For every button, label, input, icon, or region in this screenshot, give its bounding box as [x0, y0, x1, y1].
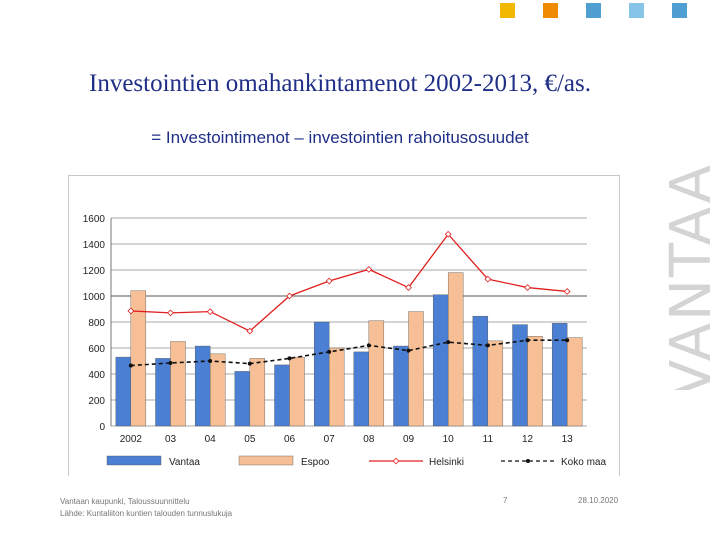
page-number: 7 — [503, 496, 508, 505]
y-tick-label: 600 — [88, 344, 105, 355]
legend-label-vantaa: Vantaa — [169, 457, 200, 468]
slide-subtitle: = Investointimenot – investointien rahoi… — [151, 128, 529, 147]
point-koko-maa — [485, 343, 490, 348]
bar-espoo — [249, 358, 266, 427]
bar-vantaa — [353, 351, 370, 427]
point-koko-maa — [525, 338, 530, 343]
bar-vantaa — [313, 321, 330, 427]
legend-label-helsinki: Helsinki — [429, 457, 464, 468]
x-tick-label: 13 — [562, 434, 574, 445]
point-helsinki — [167, 309, 174, 317]
point-helsinki — [563, 288, 571, 295]
y-tick-label: 1600 — [83, 214, 106, 225]
x-tick-label: 08 — [363, 434, 375, 445]
bar-vantaa — [194, 345, 211, 427]
slide-title: Investointien omahankintamenot 2002-2013… — [89, 70, 591, 97]
bar-vantaa — [551, 323, 568, 427]
chart-frame: 0 200 400 600 800 1000 1200 1400 1600 2002 03 04 05 0… — [68, 175, 620, 476]
point-helsinki — [405, 284, 412, 291]
y-tick-label: 1000 — [83, 292, 106, 303]
bar-espoo — [170, 341, 186, 427]
brand-square — [543, 3, 558, 18]
brand-square — [586, 3, 601, 18]
legend-swatch-espoo — [238, 455, 294, 466]
footer-source-line-2: Lähde: Kuntaliiton kuntien talouden tunn… — [60, 509, 233, 518]
bar-espoo — [289, 356, 305, 427]
y-tick-label: 0 — [99, 422, 105, 433]
x-tick-label: 10 — [443, 434, 455, 445]
brand-square — [672, 3, 687, 18]
point-koko-maa — [406, 348, 411, 353]
y-tick-label: 800 — [88, 318, 105, 329]
point-helsinki — [524, 284, 531, 291]
legend-label-espoo: Espoo — [301, 457, 330, 468]
point-helsinki — [246, 327, 254, 335]
bar-espoo — [368, 320, 385, 427]
point-helsinki — [286, 292, 293, 300]
x-tick-label: 12 — [522, 434, 534, 445]
bar-espoo — [447, 272, 464, 427]
footer-date: 28.10.2020 — [578, 496, 619, 505]
bar-vantaa — [512, 324, 528, 427]
point-koko-maa — [208, 359, 213, 363]
bar-espoo — [408, 311, 424, 427]
x-tick-label: 2002 — [120, 434, 143, 445]
bar-espoo — [527, 336, 543, 427]
bar-vantaa — [155, 358, 171, 427]
y-tick-label: 1200 — [83, 266, 106, 277]
bar-vantaa — [115, 356, 132, 427]
point-helsinki — [444, 230, 452, 238]
point-koko-maa — [446, 340, 451, 345]
brand-logo: VANTAA — [640, 20, 720, 390]
point-koko-maa — [565, 338, 570, 343]
bar-vantaa — [274, 364, 290, 427]
y-tick-label: 1400 — [83, 240, 106, 251]
bar-vantaa — [432, 294, 449, 427]
x-tick-label: 06 — [284, 434, 296, 445]
bar-vantaa — [234, 371, 251, 427]
x-tick-label: 09 — [403, 434, 415, 445]
point-koko-maa — [327, 349, 332, 354]
y-tick-label: 400 — [88, 370, 105, 381]
x-tick-label: 05 — [244, 434, 256, 445]
bar-espoo — [328, 347, 345, 427]
footer-source-line-1: Vantaan kaupunki, Taloussuunnittelu — [60, 497, 190, 506]
y-tick-label: 200 — [88, 396, 105, 407]
x-tick-label: 11 — [483, 434, 494, 445]
bar-espoo — [130, 290, 147, 427]
legend-label-koko-maa: Koko maa — [561, 457, 606, 468]
point-koko-maa — [168, 360, 173, 365]
bar-vantaa — [472, 315, 489, 427]
point-helsinki — [325, 277, 333, 285]
bar-vantaa — [393, 345, 409, 427]
point-koko-maa — [128, 363, 133, 368]
series-line-helsinki — [130, 233, 568, 332]
investment-chart: 0 200 400 600 800 1000 1200 1400 1600 2002 03 04 05 0… — [83, 214, 607, 468]
footer-source: Vantaan kaupunki, Taloussuunnittelu Lähd… — [60, 496, 232, 520]
point-koko-maa — [287, 356, 292, 361]
brand-square — [500, 3, 515, 18]
bar-espoo — [209, 353, 226, 427]
point-helsinki — [127, 307, 135, 315]
point-helsinki — [206, 308, 214, 315]
point-helsinki — [484, 275, 492, 283]
point-koko-maa — [366, 343, 371, 348]
bar-espoo — [566, 337, 583, 427]
x-tick-label: 07 — [324, 434, 336, 445]
brand-wordmark: VANTAA — [659, 163, 720, 390]
point-helsinki — [365, 265, 373, 273]
series-line-koko-maa — [130, 339, 568, 367]
legend-swatch-vantaa — [106, 455, 162, 466]
bar-espoo — [487, 340, 504, 427]
legend-marker-koko-maa — [526, 459, 530, 463]
x-tick-label: 03 — [165, 434, 177, 445]
brand-square — [629, 3, 644, 18]
point-koko-maa — [247, 361, 252, 366]
x-tick-label: 04 — [205, 434, 217, 445]
legend-marker-helsinki — [392, 457, 400, 465]
